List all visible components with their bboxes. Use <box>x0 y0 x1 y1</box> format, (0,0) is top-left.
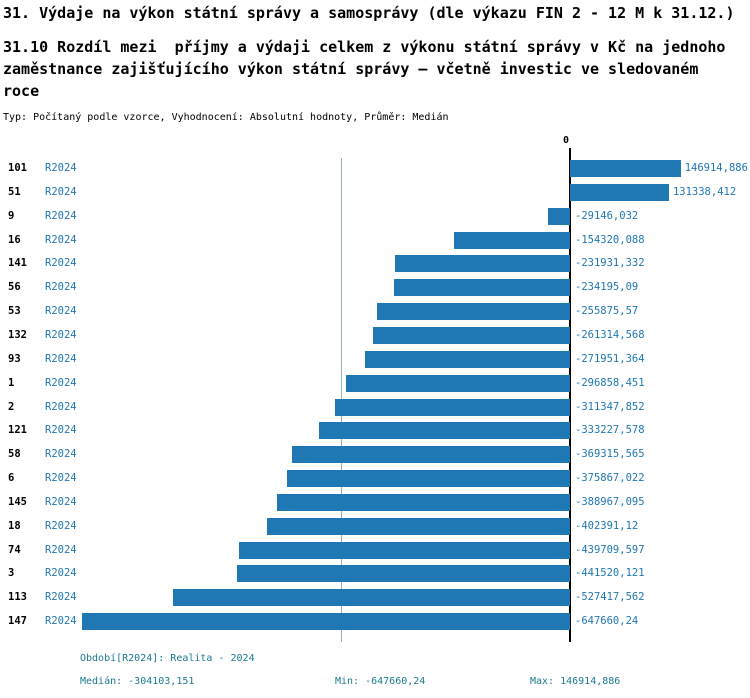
bar[interactable] <box>276 493 570 511</box>
bar[interactable] <box>82 613 570 631</box>
row-id-label: 2 <box>8 400 15 413</box>
row-id-label: 9 <box>8 209 15 222</box>
bar[interactable] <box>286 470 570 488</box>
bar-value-label: -271951,364 <box>575 352 645 365</box>
bar[interactable] <box>237 565 570 583</box>
bar-value-label: -375867,022 <box>575 472 645 485</box>
bar-value-label: -527417,562 <box>575 591 645 604</box>
bar-value-label: 131338,412 <box>672 185 737 198</box>
bar[interactable] <box>395 255 570 273</box>
row-id-label: 93 <box>8 352 21 365</box>
bar-value-label: -311347,852 <box>575 400 645 413</box>
row-id-label: 121 <box>8 424 27 437</box>
bar[interactable] <box>570 160 681 177</box>
row-id-label: 113 <box>8 591 27 604</box>
bar-value-label: -388967,095 <box>575 495 645 508</box>
bar[interactable] <box>570 183 669 201</box>
bar[interactable] <box>373 326 570 344</box>
bar[interactable] <box>393 279 570 297</box>
row-id-label: 56 <box>8 281 21 294</box>
bar-value-label: -154320,088 <box>575 233 645 246</box>
footer-max-label: Max: 146914,886 <box>530 676 621 687</box>
row-period-label: R2024 <box>45 209 77 222</box>
row-id-label: 18 <box>8 519 21 532</box>
row-period-label: R2024 <box>45 233 77 246</box>
row-id-label: 16 <box>8 233 21 246</box>
row-period-label: R2024 <box>45 162 77 174</box>
row-id-label: 145 <box>8 495 27 508</box>
bar[interactable] <box>238 541 570 559</box>
zero-axis-line <box>569 148 571 642</box>
row-id-label: 74 <box>8 543 21 556</box>
bar[interactable] <box>346 374 570 392</box>
row-period-label: R2024 <box>45 424 77 437</box>
page-title: 31. Výdaje na výkon státní správy a samo… <box>3 4 735 22</box>
row-period-label: R2024 <box>45 257 77 270</box>
row-period-label: R2024 <box>45 400 77 413</box>
bar-value-label: -402391,12 <box>575 519 639 532</box>
row-period-label: R2024 <box>45 472 77 485</box>
row-period-label: R2024 <box>45 328 77 341</box>
row-period-label: R2024 <box>45 376 77 389</box>
bar-value-label: -255875,57 <box>575 305 639 318</box>
row-id-label: 141 <box>8 257 27 270</box>
row-period-label: R2024 <box>45 281 77 294</box>
row-period-label: R2024 <box>45 591 77 604</box>
row-id-label: 1 <box>8 376 15 389</box>
page-subtitle: 31.10 Rozdíl mezi příjmy a výdaji celkem… <box>3 38 735 100</box>
row-id-label: 6 <box>8 472 15 485</box>
bar[interactable] <box>266 517 570 535</box>
row-period-label: R2024 <box>45 519 77 532</box>
bar[interactable] <box>172 589 570 607</box>
row-period-label: R2024 <box>45 305 77 318</box>
row-id-label: 147 <box>8 615 27 628</box>
bar-value-label: -333227,578 <box>575 424 645 437</box>
footer-median-label: Medián: -304103,151 <box>80 676 195 687</box>
row-period-label: R2024 <box>45 185 77 198</box>
row-id-label: 51 <box>8 185 21 198</box>
footer-period-label: Období[R2024]: Realita - 2024 <box>80 653 255 664</box>
chart-meta: Typ: Počítaný podle vzorce, Vyhodnocení:… <box>3 112 449 123</box>
bar-value-label: 146914,886 <box>684 162 748 174</box>
bar[interactable] <box>453 231 570 249</box>
bar[interactable] <box>377 303 570 321</box>
row-period-label: R2024 <box>45 352 77 365</box>
row-period-label: R2024 <box>45 615 77 628</box>
bar-value-label: -296858,451 <box>575 376 645 389</box>
bar[interactable] <box>548 207 570 225</box>
row-id-label: 58 <box>8 448 21 461</box>
bar-value-label: -647660,24 <box>575 615 639 628</box>
row-period-label: R2024 <box>45 495 77 508</box>
bar-value-label: -369315,565 <box>575 448 645 461</box>
row-period-label: R2024 <box>45 567 77 580</box>
zero-axis-label: 0 <box>563 135 570 146</box>
bar-value-label: -29146,032 <box>575 209 639 222</box>
row-period-label: R2024 <box>45 448 77 461</box>
bar-value-label: -231931,332 <box>575 257 645 270</box>
bar[interactable] <box>335 398 570 416</box>
bar[interactable] <box>365 350 570 368</box>
row-id-label: 132 <box>8 328 27 341</box>
row-id-label: 53 <box>8 305 21 318</box>
row-id-label: 101 <box>8 162 27 174</box>
row-period-label: R2024 <box>45 543 77 556</box>
bar-value-label: -261314,568 <box>575 328 645 341</box>
footer-min-label: Min: -647660,24 <box>335 676 426 687</box>
bar[interactable] <box>318 422 570 440</box>
bar[interactable] <box>291 446 570 464</box>
row-id-label: 3 <box>8 567 15 580</box>
bar-value-label: -441520,121 <box>575 567 645 580</box>
bar-value-label: -234195,09 <box>575 281 639 294</box>
bar-value-label: -439709,597 <box>575 543 645 556</box>
